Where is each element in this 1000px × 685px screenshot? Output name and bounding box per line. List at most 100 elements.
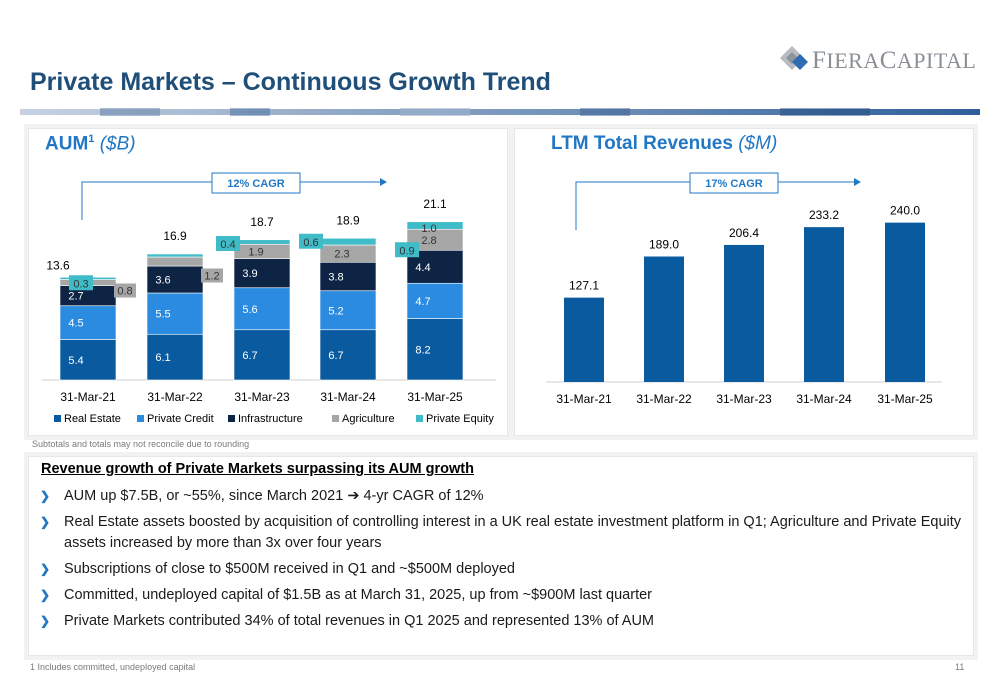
aum-x-tick-labels: 31-Mar-21 31-Mar-22 31-Mar-23 31-Mar-24 31-M… [60, 390, 463, 404]
bullet-undeployed-capital: ❯ Committed, undeployed capital of $1.5B … [40, 585, 970, 606]
aum-bar-agriculture [146, 256, 204, 267]
revenue-cagr-box [689, 172, 779, 194]
aum-agriculture-label-box [114, 283, 136, 298]
bullet-aum-growth: ❯ AUM up $7.5B, or ~55%, since March 2021… [40, 486, 970, 507]
aum-bar-real-estate [59, 339, 117, 381]
aum-value-label: 4.5 [68, 318, 83, 330]
aum-value-label: 1.0 [421, 223, 436, 235]
aum-bars [59, 221, 464, 381]
aum-value-label: 1.9 [248, 246, 263, 258]
aum-private-equity-label-box [299, 233, 323, 249]
revenue-value-label: 233.2 [809, 208, 839, 222]
aum-total-label: 13.6 [46, 258, 70, 272]
revenue-value-label: 206.4 [729, 226, 759, 240]
summary-panel [28, 456, 974, 656]
bullet-marker-icon: ❯ [40, 588, 51, 602]
aum-private-equity-label-box [395, 242, 419, 258]
bullet-real-estate: ❯ Real Estate assets boosted by acquisiti… [40, 514, 962, 551]
aum-cagr-box [211, 172, 301, 194]
revenue-cagr-callout: 17% CAGR [575, 172, 861, 230]
rounding-footnote: Subtotals and totals may not reconcile d… [32, 439, 250, 449]
aum-data-labels: 5.4 4.5 2.7 0.8 0.313.6 6.1 5.5 3.6 1.2 0.4 16.9 6.… [46, 197, 447, 367]
logo-diamond-icon [780, 46, 808, 70]
aum-total-label: 16.9 [163, 229, 187, 243]
revenue-bar [564, 297, 604, 382]
page-title: Private Markets – Continuous Growth Tren… [30, 68, 551, 96]
aum-value-label: 8.2 [415, 344, 430, 356]
aum-legend-label: Infrastructure [238, 413, 303, 425]
revenue-bar [724, 244, 764, 382]
page-number: 11 [955, 662, 965, 672]
aum-cagr-callout: 12% CAGR [81, 172, 387, 220]
aum-value-label: 0.9 [399, 245, 414, 257]
aum-private-equity-label-box [216, 236, 240, 251]
aum-value-label: 5.4 [68, 355, 83, 367]
aum-total-label: 18.9 [336, 213, 360, 227]
aum-bar-real-estate [233, 329, 291, 381]
revenue-bar [644, 256, 684, 382]
aum-bar-infrastructure [233, 258, 291, 289]
aum-value-label: 0.6 [303, 237, 318, 249]
aum-bar-real-estate [146, 333, 204, 381]
summary-heading: Revenue growth of Private Markets surpas… [41, 461, 474, 477]
revenue-value-label: 127.1 [569, 279, 599, 293]
revenue-cagr-label: 17% CAGR [705, 178, 763, 190]
aum-bar-private-equity [319, 237, 377, 246]
aum-legend-swatch [332, 415, 339, 422]
revenue-x-tick-label: 31-Mar-21 [556, 392, 612, 406]
revenue-x-tick-label: 31-Mar-22 [636, 392, 692, 406]
aum-x-tick-label: 31-Mar-25 [407, 390, 463, 404]
aum-value-label: 5.6 [242, 304, 257, 316]
aum-value-label: 0.4 [220, 239, 235, 251]
aum-bar-private-credit [319, 290, 377, 331]
aum-value-label: 3.6 [155, 275, 170, 287]
revenue-x-tick-label: 31-Mar-25 [877, 392, 933, 406]
aum-legend-label: Private Equity [426, 413, 494, 425]
aum-legend-label: Real Estate [64, 413, 121, 425]
title-banner-strip [20, 108, 980, 116]
aum-legend-swatch [228, 415, 235, 422]
aum-x-tick-label: 31-Mar-23 [234, 390, 290, 404]
aum-bar-private-credit [233, 287, 291, 331]
bullet-marker-icon: ❯ [40, 614, 51, 628]
aum-legend-swatch [54, 415, 61, 422]
aum-private-equity-label-box [69, 275, 93, 291]
aum-x-tick-label: 31-Mar-22 [147, 390, 203, 404]
aum-bar-private-credit [406, 282, 464, 319]
aum-agriculture-label-box [201, 268, 223, 283]
logo-wordmark: FIERACAPITAL [812, 47, 977, 74]
aum-value-label: 0.3 [73, 278, 88, 290]
aum-bar-private-equity [146, 253, 204, 258]
aum-chart-heading: AUM1 ($B) [45, 133, 136, 155]
aum-bar-private-equity [233, 239, 291, 245]
aum-bar-private-credit [59, 305, 117, 340]
aum-value-label: 2.3 [334, 249, 349, 261]
aum-bar-real-estate [406, 318, 464, 381]
aum-value-label: 5.5 [155, 309, 170, 321]
right-arrow-icon: ➔ [347, 488, 360, 504]
fiera-capital-logo [780, 46, 808, 70]
aum-cagr-label: 12% CAGR [227, 178, 285, 190]
aum-value-label: 3.9 [242, 268, 257, 280]
aum-stacked-bar-chart: 12% CAGR 5.4 4.5 2.7 0.8 0.313.6 6.1 5.5 3.6 1.2… [42, 172, 496, 425]
aum-value-label: 4.7 [415, 296, 430, 308]
aum-value-label: 0.8 [117, 286, 132, 298]
aum-cagr-arrowhead [380, 178, 387, 186]
aum-bar-infrastructure [319, 261, 377, 292]
revenue-bar [885, 222, 925, 382]
aum-legend-label: Private Credit [147, 413, 214, 425]
revenue-value-label: 240.0 [890, 204, 920, 218]
aum-legend: Real Estate Private Credit Infrastructure A… [54, 413, 494, 425]
bullet-marker-icon: ❯ [40, 489, 51, 503]
revenue-bar-chart: 17% CAGR 127.1 189.0 206.4 233.2 240.0 31-Ma… [546, 172, 942, 406]
aum-x-tick-label: 31-Mar-24 [320, 390, 376, 404]
aum-total-label: 21.1 [423, 197, 447, 211]
revenue-bar [804, 227, 844, 382]
revenue-x-tick-label: 31-Mar-24 [796, 392, 852, 406]
bullet-subscriptions: ❯ Subscriptions of close to $500M receive… [40, 559, 970, 580]
revenue-x-tick-labels: 31-Mar-21 31-Mar-22 31-Mar-23 31-Mar-24 31-M… [556, 392, 933, 406]
revenue-x-tick-label: 31-Mar-23 [716, 392, 772, 406]
aum-legend-label: Agriculture [342, 413, 395, 425]
aum-x-tick-label: 31-Mar-21 [60, 390, 116, 404]
bullet-marker-icon: ❯ [40, 515, 51, 529]
